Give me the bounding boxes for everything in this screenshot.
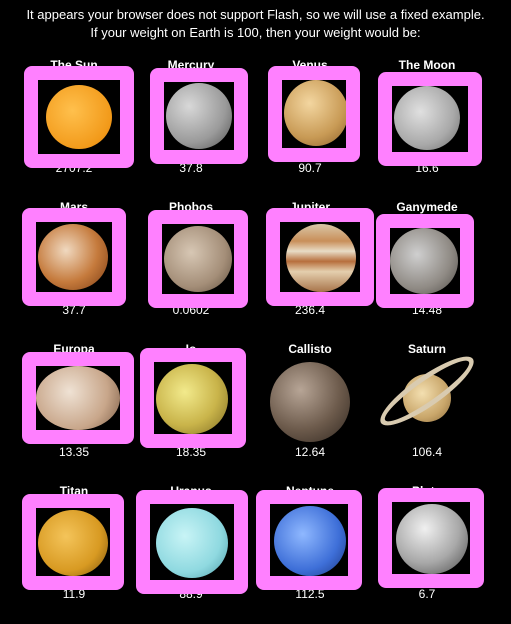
header: It appears your browser does not support… [0, 6, 511, 42]
io-highlight-image [156, 364, 228, 434]
planet-weight: 12.64 [294, 445, 326, 459]
uranus-highlight-image [156, 508, 228, 578]
highlight-box-europa [22, 352, 134, 444]
planet-cell-callisto: Callisto 12.64 [250, 342, 370, 482]
jupiter-highlight-image [286, 224, 356, 292]
highlight-box-sun [24, 66, 134, 168]
weight-intro: If your weight on Earth is 100, then you… [90, 25, 421, 40]
moon-highlight-image [394, 86, 460, 150]
highlight-box-titan [22, 494, 124, 590]
planet-weight: 11.9 [62, 587, 86, 601]
highlight-box-mars [22, 208, 126, 306]
highlight-box-phobos [148, 210, 248, 308]
planet-weight: 236.4 [294, 303, 326, 317]
mars-highlight-image [38, 224, 108, 290]
saturn-ring-icon [372, 346, 482, 436]
planet-weight: 13.35 [58, 445, 90, 459]
planet-weight: 37.7 [62, 303, 86, 317]
titan-highlight-image [38, 510, 108, 576]
highlight-box-venus [268, 66, 360, 162]
highlight-box-ganymede [376, 214, 474, 308]
planet-name: Ganymede [396, 200, 458, 214]
highlight-box-pluto [378, 488, 484, 588]
pluto-highlight-image [396, 504, 468, 574]
highlight-box-moon [378, 72, 482, 166]
neptune-highlight-image [274, 506, 346, 576]
saturn-image [403, 374, 451, 422]
sun-highlight-image [46, 85, 112, 149]
callisto-image [270, 362, 350, 442]
planet-cell-saturn: Saturn 106.4 [367, 342, 487, 482]
planet-name: Saturn [407, 342, 446, 356]
planet-weight: 106.4 [411, 445, 443, 459]
planet-weight: 6.7 [418, 587, 436, 601]
highlight-box-uranus [136, 490, 248, 594]
venus-highlight-image [284, 80, 346, 146]
planet-weight: 112.5 [295, 587, 325, 601]
highlight-box-neptune [256, 490, 362, 590]
phobos-highlight-image [164, 226, 232, 292]
planet-weight: 37.8 [179, 161, 203, 175]
planet-name: The Moon [398, 58, 456, 72]
europa-highlight-image [36, 366, 120, 430]
mercury-highlight-image [166, 83, 232, 149]
highlight-box-io [140, 348, 246, 448]
planet-weight: 90.7 [298, 161, 322, 175]
planet-weight: 18.35 [175, 445, 207, 459]
planet-name: Callisto [288, 342, 332, 356]
highlight-box-jupiter [266, 208, 374, 306]
ganymede-highlight-image [390, 228, 458, 294]
highlight-box-mercury [150, 68, 248, 164]
flash-notice: It appears your browser does not support… [26, 7, 485, 22]
